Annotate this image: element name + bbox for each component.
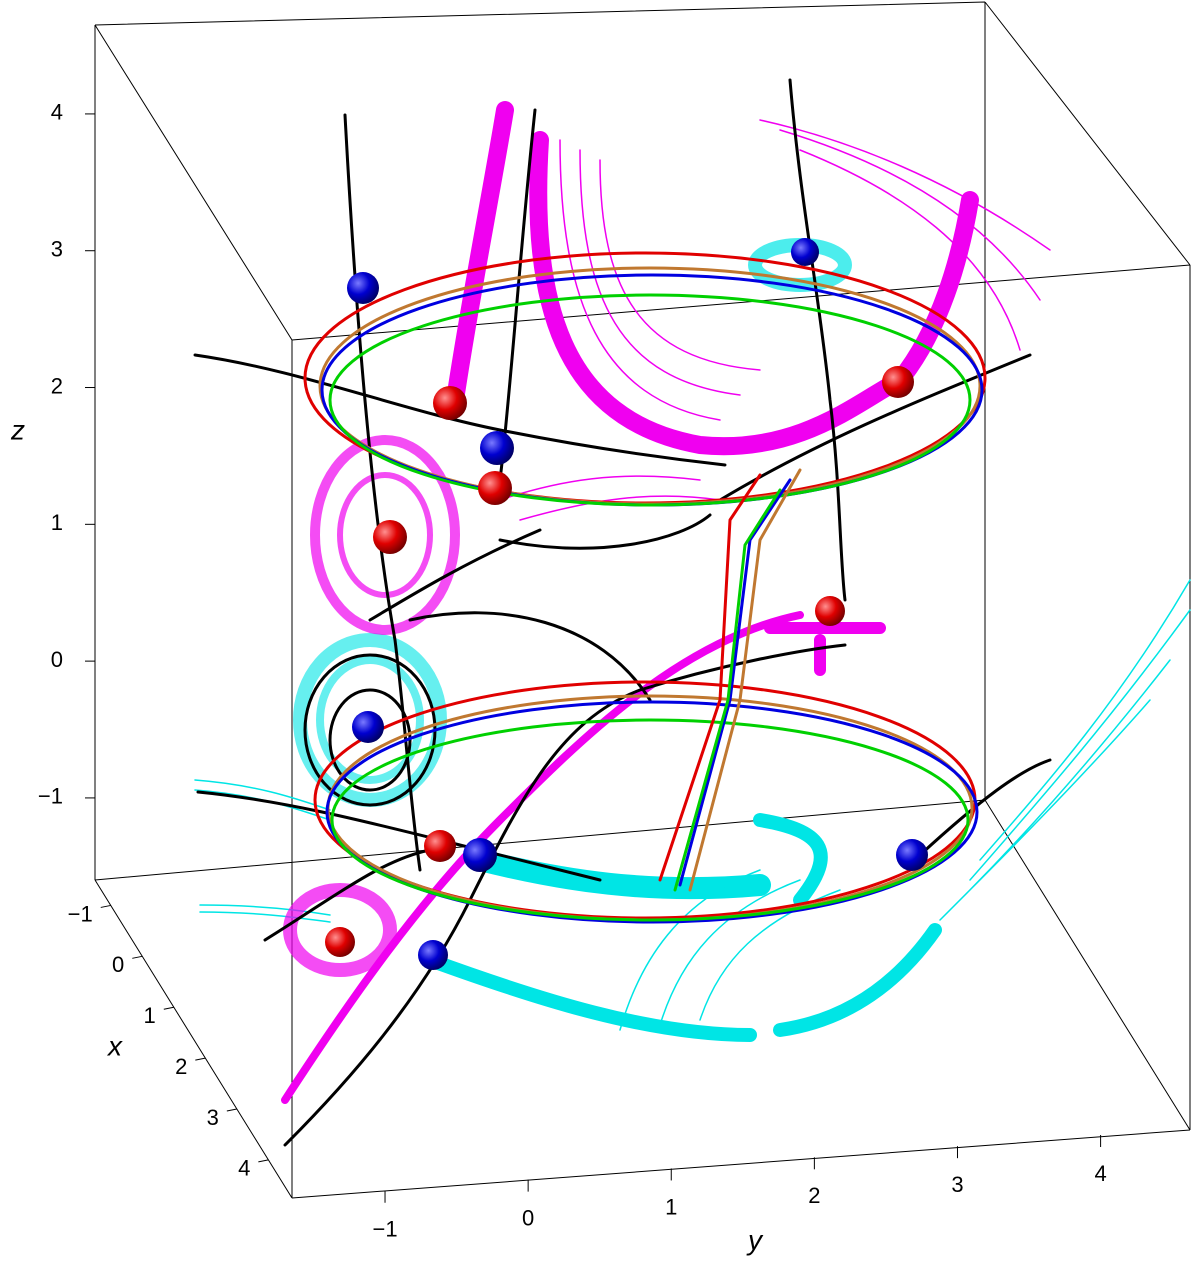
- x-tick: [163, 1006, 174, 1010]
- bounding-box: [94, 1, 1191, 1199]
- y-tick-label: 0: [522, 1205, 534, 1230]
- x-tick-label: −1: [68, 901, 93, 926]
- y-tick-label: 1: [665, 1194, 677, 1219]
- y-axis-title: y: [746, 1224, 764, 1255]
- z-tick-label: −1: [38, 784, 63, 809]
- z-tick-label: 3: [51, 237, 63, 262]
- x-axis-title: x: [106, 1030, 123, 1061]
- z-tick-label: 4: [51, 100, 63, 125]
- x-tick-label: 4: [238, 1156, 250, 1181]
- z-axis-title: z: [10, 414, 25, 445]
- field-lines: [193, 78, 1191, 1147]
- x-tick-label: 3: [207, 1105, 219, 1130]
- y-tick-label: −1: [372, 1217, 397, 1242]
- x-tick: [226, 1108, 237, 1112]
- y-tick-label: 3: [951, 1172, 963, 1197]
- x-tick-label: 1: [144, 1003, 156, 1028]
- z-tick-label: 0: [51, 647, 63, 672]
- x-tick-label: 0: [112, 952, 124, 977]
- x-tick-label: 2: [175, 1054, 187, 1079]
- x-tick: [132, 955, 143, 959]
- y-tick-label: 2: [808, 1183, 820, 1208]
- y-tick-label: 4: [1094, 1161, 1106, 1186]
- x-tick: [258, 1159, 269, 1163]
- x-tick: [195, 1057, 206, 1061]
- z-tick-label: 1: [51, 510, 63, 535]
- z-tick-label: 2: [51, 373, 63, 398]
- x-tick: [100, 904, 111, 908]
